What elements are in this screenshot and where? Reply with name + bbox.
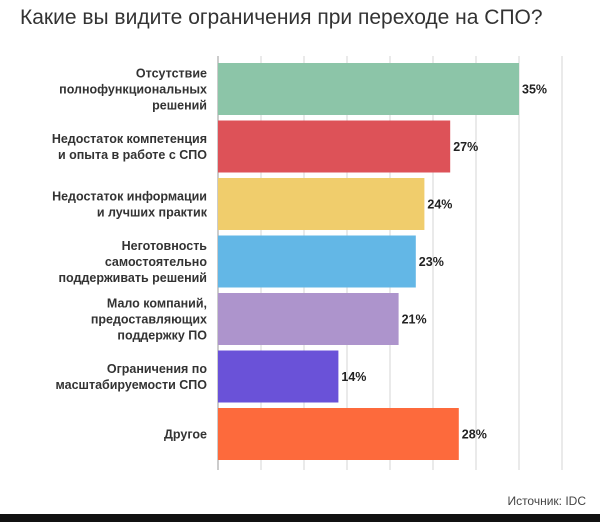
bar-5	[218, 293, 399, 345]
value-label-1: 35%	[522, 83, 547, 97]
bar-3	[218, 178, 425, 230]
value-label-7: 28%	[462, 428, 487, 442]
bars	[218, 63, 519, 460]
source-note: Источник: IDC	[507, 494, 586, 508]
category-label-7: Другое	[164, 428, 207, 442]
value-label-3: 24%	[427, 198, 452, 212]
bar-7	[218, 408, 459, 460]
category-label-2: Недостаток компетенция и опыта в работе с…	[52, 132, 207, 162]
category-label-6: Ограничения по масштабируемости СПО	[56, 362, 208, 392]
category-label-3: Недостаток информации и лучших практик	[52, 190, 208, 220]
bar-2	[218, 120, 451, 173]
value-labels: 35% 27% 24% 23% 21% 14% 28%	[341, 83, 547, 442]
value-label-6: 14%	[341, 370, 366, 384]
chart-title: Какие вы видите ограничения при переходе…	[20, 6, 543, 29]
bar-4	[218, 235, 416, 288]
bar-1	[218, 63, 519, 115]
category-label-5: Мало компаний, предоставляющих поддержку П…	[91, 297, 207, 343]
bar-6	[218, 350, 339, 403]
category-labels: Отсутствие полнофункциональных решений Недо…	[52, 67, 208, 442]
value-label-2: 27%	[453, 140, 478, 154]
category-label-1: Отсутствие полнофункциональных решений	[59, 67, 207, 113]
category-label-4: Неготовность самостоятельно поддерживать р…	[59, 239, 208, 285]
bottom-bar	[0, 514, 600, 522]
value-label-5: 21%	[402, 313, 427, 327]
value-label-4: 23%	[419, 255, 444, 269]
